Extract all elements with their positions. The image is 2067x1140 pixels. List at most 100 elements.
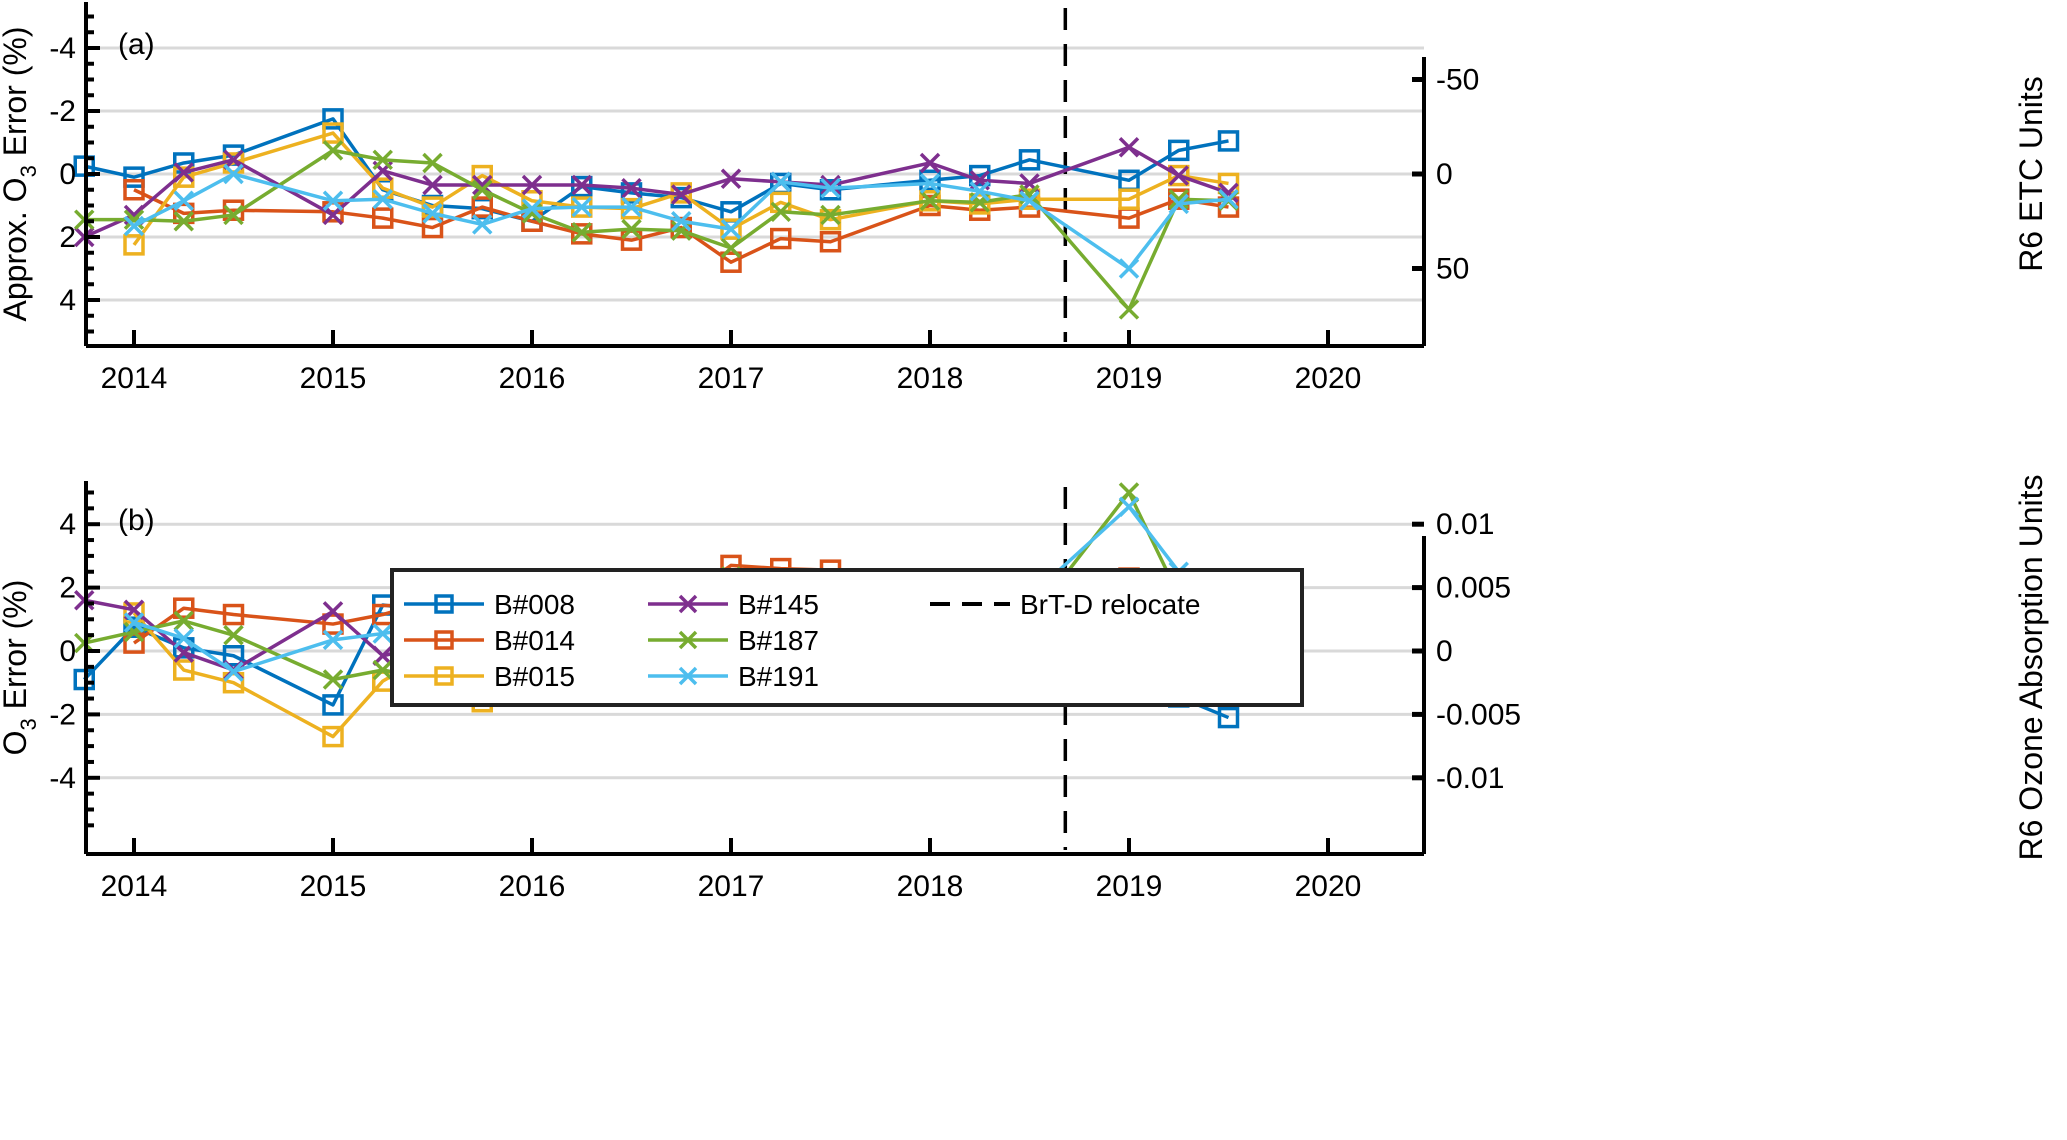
legend-item: B#191 [648,661,819,692]
data-point-x [820,174,841,196]
series-line-b191 [133,172,1229,271]
legend-item: B#014 [404,625,575,656]
data-point-x [472,214,493,235]
data-point-x [173,628,194,649]
data-point-x [322,669,344,690]
data-point-square [322,694,344,716]
data-point-x [173,211,194,232]
x-tick-label: 2015 [300,870,367,903]
legend-label: B#014 [494,625,575,656]
data-point-square [819,179,842,201]
data-point-x [372,659,393,681]
data-point-x [1118,299,1140,320]
panel-label: (b) [118,504,155,537]
data-point-square [620,182,643,204]
x-tick-label: 2015 [300,362,367,395]
data-point-x [621,177,642,199]
data-point-square [471,196,493,218]
data-point-x [223,204,244,226]
x-tick-label: 2020 [1295,870,1362,903]
x-tick-label: 2019 [1096,362,1163,395]
data-point-x [521,198,543,219]
y2-axis-title: R6 ETC Units [2013,76,2049,272]
data-point-square [123,166,145,188]
data-point-x [770,201,791,223]
data-point-x [422,174,443,196]
y-tick-label: 2 [59,221,76,254]
y-tick-label: 2 [59,572,76,605]
data-point-x [720,237,742,259]
x-tick-label: 2016 [499,870,566,903]
data-point-square [1168,164,1190,187]
y2-axis-title: R6 Ozone Absorption Units [2013,475,2049,861]
data-point-square [720,251,742,273]
legend-label: BrT-D relocate [1020,589,1201,620]
data-point-x [322,601,344,622]
data-point-x [322,190,344,212]
y-axis-title-pre: Approx. O [0,177,33,321]
x-tick-label: 2018 [897,362,964,395]
data-point-x [173,162,194,183]
y2-tick-label: 0 [1436,158,1453,191]
y-tick-label: -2 [49,698,76,731]
legend-label: B#008 [494,589,575,620]
panel-label: (a) [118,28,155,61]
data-point-x [770,171,791,193]
data-point-x [1118,136,1140,158]
data-point-square [421,216,444,239]
y2-tick-label: 0.01 [1436,508,1494,541]
data-point-x [223,163,244,185]
data-point-x [223,624,244,646]
data-point-square [969,193,991,215]
data-point-square [919,169,941,192]
legend-item: B#008 [404,589,575,620]
y2-tick-label: 0 [1436,635,1453,668]
y2-tick-label: -0.01 [1436,762,1504,795]
y-tick-label: 0 [59,635,76,668]
data-point-square [1168,139,1190,162]
data-point-square [770,227,792,250]
legend-x-marker [678,666,698,686]
series-line-b008 [83,117,1229,223]
data-point-x [1019,190,1040,212]
data-point-x [322,140,344,161]
data-point-x [1118,258,1140,279]
legend-label: B#191 [738,661,819,692]
data-point-x [372,188,393,210]
data-point-x [1168,165,1189,186]
legend-label: B#015 [494,661,575,692]
data-point-x [1168,193,1189,215]
y2-tick-label: -0.005 [1436,698,1521,731]
data-point-x [571,196,592,218]
x-tick-label: 2019 [1096,870,1163,903]
y-axis-title-sub: 3 [16,165,41,177]
data-point-x [571,222,592,243]
data-point-square [322,122,344,144]
data-point-x [173,610,194,632]
y2-tick-label: 50 [1436,253,1469,286]
data-point-square [123,616,145,638]
y-tick-label: -2 [49,95,76,128]
data-point-x [571,174,592,196]
legend-x-marker [678,630,698,650]
y-tick-label: -4 [49,32,76,65]
data-point-x [372,149,393,171]
x-tick-label: 2018 [897,870,964,903]
panel-a: -4 -2 0 2 4 -50 0 50 2014 2015 2016 2017 2018 2019 202… [0,2,2049,395]
data-point-square [372,207,394,229]
y-axis-title-post: Error (%) [0,580,33,719]
data-point-x [1118,496,1140,518]
data-point-x [820,177,841,199]
data-point-square [173,597,195,619]
y-axis-title: Approx. O3 Error (%) [0,27,41,322]
y2-tick-label: -50 [1436,64,1479,97]
data-point-square [123,179,145,201]
data-point-square [322,108,344,130]
y-axis-title-sub: 3 [16,718,41,730]
data-point-x [123,215,145,237]
data-point-x [720,218,742,240]
data-point-square [123,234,145,256]
data-point-square [571,223,593,245]
data-point-x [223,661,244,682]
data-point-square [322,613,344,635]
